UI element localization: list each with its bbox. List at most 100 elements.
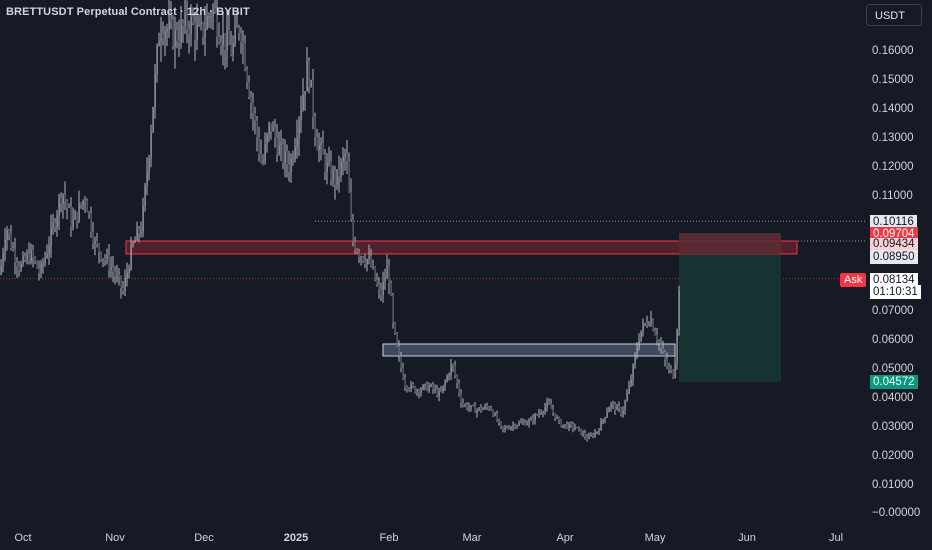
candle-body [456, 375, 458, 384]
candle-body [204, 28, 206, 37]
candle-body [56, 215, 58, 228]
candle-body [232, 43, 234, 55]
candle-body [304, 91, 306, 96]
candle-body [674, 362, 676, 378]
candle-body [610, 403, 612, 408]
candle-body [202, 22, 204, 37]
candle-body [596, 431, 598, 433]
candle-body [212, 8, 214, 16]
candle-body [258, 137, 260, 155]
candle-body [442, 385, 444, 392]
candle-body [148, 157, 150, 173]
candle-body [576, 427, 578, 429]
candle-body [362, 256, 364, 262]
candle-body [300, 109, 302, 121]
candle-body [538, 413, 540, 415]
candle-body [414, 386, 416, 393]
candle-body [156, 45, 158, 74]
candle-body [176, 30, 178, 42]
candle-body [8, 230, 10, 234]
candle-body [650, 319, 652, 325]
candle-body [642, 323, 644, 331]
candle-body [340, 161, 342, 177]
candle-body [40, 263, 42, 274]
candle-body [216, 11, 218, 37]
candle-body [460, 393, 462, 403]
candle-body [30, 249, 32, 262]
countdown-tag: 01:10:31 [870, 285, 921, 299]
candle-body [458, 383, 460, 394]
candle-body [470, 405, 472, 408]
time-tick: Feb [379, 532, 399, 544]
candle-body [462, 402, 464, 406]
candle-body [52, 222, 54, 228]
candle-body [274, 126, 276, 138]
candle-body [308, 61, 310, 88]
candle-body [286, 150, 288, 165]
candle-body [590, 435, 592, 437]
support-zone [382, 343, 676, 357]
candle-body [38, 268, 40, 274]
candle-body [542, 411, 544, 414]
candle-body [640, 330, 642, 341]
candle-body [388, 266, 390, 284]
candle-body [88, 212, 90, 214]
candle-body [352, 219, 354, 242]
candle-body [104, 258, 106, 260]
candle-body [188, 29, 190, 35]
candle-body [170, 19, 172, 21]
candle-body [656, 335, 658, 341]
candle-body [280, 143, 282, 145]
candle-body [236, 27, 238, 29]
candle-body [260, 154, 262, 162]
candle-body [134, 240, 136, 243]
candle-body [82, 200, 84, 205]
candle-body [564, 424, 566, 426]
candle-body [142, 206, 144, 232]
candle-body [448, 374, 450, 377]
candle-body [678, 290, 680, 331]
candle-body [622, 410, 624, 415]
candle-body [616, 406, 618, 411]
ask-price-tag: 0.08134 [870, 273, 918, 287]
candle-body [586, 436, 588, 439]
candle-body [402, 367, 404, 379]
candle-body [356, 250, 358, 253]
candle-body [676, 330, 678, 363]
candle-body [110, 267, 112, 270]
candle-body [42, 263, 44, 265]
candle-body [106, 254, 108, 260]
candle-body [520, 422, 522, 424]
candle-body [358, 252, 360, 257]
price-tick: 0.14000 [872, 103, 914, 115]
candle-body [186, 13, 188, 30]
candle-body [122, 287, 124, 291]
candle-body [224, 33, 226, 51]
candle-body [60, 197, 62, 204]
price-tick: 0.11000 [872, 190, 913, 202]
candle-body [394, 322, 396, 334]
candle-body [452, 364, 454, 366]
candle-body [558, 417, 560, 421]
candle-body [132, 242, 134, 245]
candle-body [78, 202, 80, 222]
candle-body [572, 424, 574, 429]
candle-body [206, 16, 208, 29]
candle-body [626, 393, 628, 401]
candle-body [354, 241, 356, 251]
candle-body [508, 428, 510, 430]
currency-button[interactable]: USDT [866, 4, 922, 26]
candle-body [618, 406, 620, 409]
candle-body [422, 385, 424, 390]
candle-body [310, 79, 312, 88]
candle-body [220, 42, 222, 46]
candle-body [346, 153, 348, 162]
candle-body [146, 172, 148, 186]
candle-body [180, 22, 182, 43]
candle-body [374, 266, 376, 280]
candle-body [368, 256, 370, 260]
time-tick: Dec [194, 532, 214, 544]
candle-body [664, 351, 666, 360]
candle-body [516, 425, 518, 427]
